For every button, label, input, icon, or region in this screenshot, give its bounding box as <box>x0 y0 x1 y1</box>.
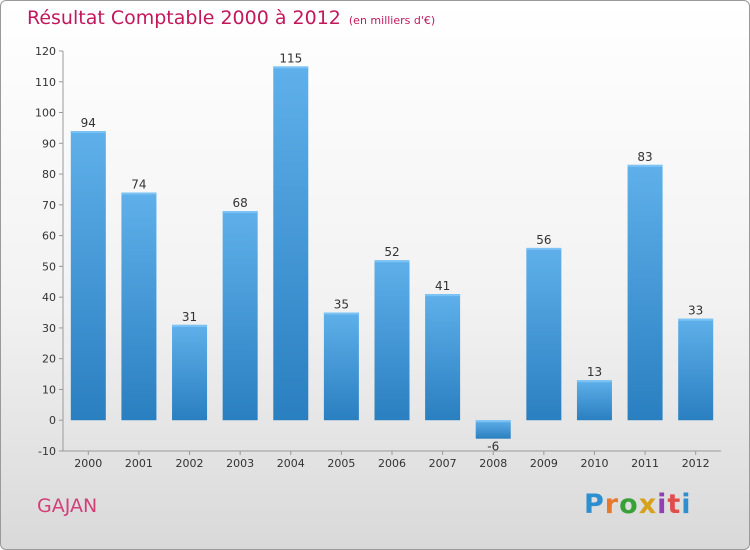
bar <box>576 380 612 421</box>
y-tick-label: 120 <box>35 45 56 58</box>
logo-letter: o <box>619 489 639 520</box>
bar-value-label: 35 <box>334 298 349 312</box>
bar <box>273 66 309 421</box>
proxiti-logo[interactable]: Proxiti <box>584 489 692 520</box>
bar <box>374 260 410 421</box>
bar <box>678 318 714 421</box>
y-tick-label: 90 <box>42 137 56 150</box>
bar-highlight <box>70 131 106 133</box>
logo-letter: x <box>638 489 658 520</box>
x-tick-label: 2003 <box>226 457 254 470</box>
y-tick-label: 30 <box>42 322 56 335</box>
x-tick-label: 2007 <box>429 457 457 470</box>
bar-highlight <box>425 294 461 297</box>
y-tick-label: 80 <box>42 168 56 181</box>
bar-value-label: 68 <box>233 196 248 210</box>
y-tick-label: 110 <box>35 76 56 89</box>
x-tick-label: 2009 <box>530 457 558 470</box>
bar-highlight <box>475 420 511 423</box>
bar <box>172 324 208 421</box>
y-tick-label: -10 <box>38 445 56 458</box>
y-tick-label: 70 <box>42 199 56 212</box>
bar-highlight <box>222 211 258 213</box>
x-tick-label: 2010 <box>580 457 608 470</box>
bar <box>222 211 258 421</box>
bar-highlight <box>121 192 157 195</box>
y-tick-label: 40 <box>42 291 56 304</box>
x-tick-label: 2002 <box>176 457 204 470</box>
bar-highlight <box>526 247 562 250</box>
commune-name: GAJAN <box>37 495 98 517</box>
bar <box>425 294 461 421</box>
y-tick-label: 0 <box>49 414 56 427</box>
bar <box>526 247 562 421</box>
bar-value-label: 56 <box>536 233 551 247</box>
chart-subtitle: (en milliers d'€) <box>348 14 436 27</box>
x-tick-label: 2008 <box>479 457 507 470</box>
bar-value-label: 31 <box>182 310 197 324</box>
y-tick-label: 10 <box>42 383 56 396</box>
bar-highlight <box>576 380 612 383</box>
logo-letter: P <box>584 489 605 520</box>
bar-value-label: 41 <box>435 279 450 293</box>
logo-letter: t <box>667 489 682 520</box>
x-tick-label: 2001 <box>125 457 153 470</box>
x-tick-label: 2004 <box>277 457 305 470</box>
bar-value-label: 74 <box>131 178 146 192</box>
chart-title-text: Résultat Comptable 2000 à 2012 <box>27 7 341 29</box>
bar-highlight <box>374 260 410 263</box>
logo-letter: r <box>604 489 620 520</box>
y-tick-label: 100 <box>35 107 56 120</box>
bar-highlight <box>678 318 714 321</box>
x-tick-label: 2011 <box>631 457 659 470</box>
bar-value-label: 33 <box>688 304 703 318</box>
bar <box>627 164 663 421</box>
bar <box>70 131 106 421</box>
bar <box>323 312 359 421</box>
bar-highlight <box>323 312 359 315</box>
bar <box>121 192 157 421</box>
bar <box>475 420 511 439</box>
logo-letter: i <box>681 489 692 520</box>
bar-value-label: 94 <box>81 116 96 130</box>
bar-value-label: -6 <box>487 440 499 454</box>
chart-title: Résultat Comptable 2000 à 2012 (en millie… <box>27 7 435 29</box>
bar-value-label: 52 <box>384 245 399 259</box>
y-tick-label: 20 <box>42 353 56 366</box>
bar-value-label: 115 <box>279 51 302 65</box>
x-tick-label: 2000 <box>74 457 102 470</box>
x-tick-label: 2005 <box>327 457 355 470</box>
bar-value-label: 13 <box>587 365 602 379</box>
x-tick-label: 2012 <box>682 457 710 470</box>
bar-highlight <box>172 324 208 327</box>
y-tick-label: 50 <box>42 260 56 273</box>
bar-highlight <box>627 164 663 167</box>
bar-highlight <box>273 66 309 69</box>
y-tick-label: 60 <box>42 230 56 243</box>
bar-value-label: 83 <box>637 150 652 164</box>
x-tick-label: 2006 <box>378 457 406 470</box>
logo-letter: i <box>657 489 668 520</box>
